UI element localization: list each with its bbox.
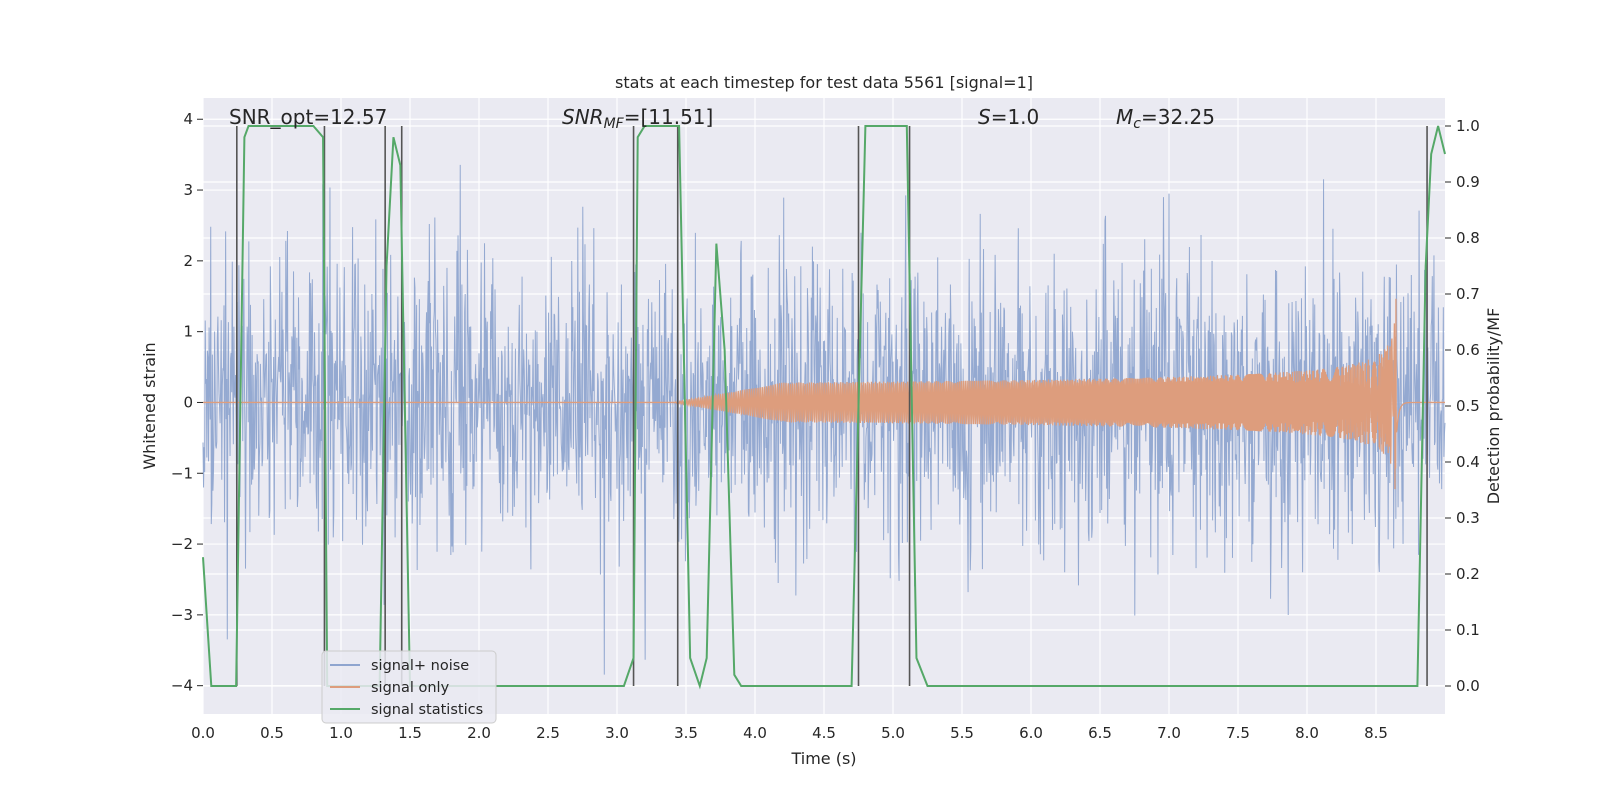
x-tick-label: 7.5 bbox=[1226, 724, 1250, 742]
legend-box bbox=[321, 650, 497, 724]
series-signal-statistics bbox=[202, 125, 1446, 690]
y2-tick-label: 1.0 bbox=[1456, 117, 1480, 135]
y2-tick-label: 0.7 bbox=[1456, 285, 1480, 303]
x-tick-label: 4.0 bbox=[743, 724, 767, 742]
x-tick-label: 8.0 bbox=[1295, 724, 1319, 742]
chirp-line bbox=[203, 298, 1445, 490]
y2-tick-label: 0.1 bbox=[1456, 621, 1480, 639]
snr-mf-value: =[11.51] bbox=[624, 105, 714, 129]
y-tick-label: −3 bbox=[171, 606, 193, 624]
x-tick-label: 1.0 bbox=[329, 724, 353, 742]
y-tick-label: 0 bbox=[183, 393, 193, 411]
y2-tick-label: 0.8 bbox=[1456, 229, 1480, 247]
statistics-line bbox=[202, 125, 1446, 690]
x-tick-label: 4.5 bbox=[812, 724, 836, 742]
legend-label-signal-noise: signal+ noise bbox=[371, 658, 469, 674]
y-axis-ticks: 4 3 2 1 0 −1 −2 −3 −4 bbox=[171, 110, 203, 695]
x-tick-label: 5.0 bbox=[881, 724, 905, 742]
y2-tick-label: 0.3 bbox=[1456, 509, 1480, 527]
legend: signal+ noise signal only signal statist… bbox=[321, 650, 497, 724]
y2-axis-label: Detection probability/MF bbox=[1484, 308, 1503, 505]
annotation-snr-mf: SNRMF=[11.51] bbox=[562, 105, 713, 132]
s-label: S bbox=[978, 105, 991, 129]
x-tick-label: 0.5 bbox=[260, 724, 284, 742]
x-tick-label: 5.5 bbox=[950, 724, 974, 742]
x-axis-label: Time (s) bbox=[790, 749, 856, 768]
y2-tick-label: 0.2 bbox=[1456, 565, 1480, 583]
y-axis-label: Whitened strain bbox=[140, 342, 159, 469]
x-tick-label: 8.5 bbox=[1364, 724, 1388, 742]
snr-mf-label: SNR bbox=[562, 105, 604, 129]
x-tick-label: 6.0 bbox=[1019, 724, 1043, 742]
y2-tick-label: 0.4 bbox=[1456, 453, 1480, 471]
y2-tick-label: 0.9 bbox=[1456, 173, 1480, 191]
y-tick-label: −2 bbox=[171, 535, 193, 553]
annotation-s: S=1.0 bbox=[978, 105, 1039, 129]
legend-label-signal-only: signal only bbox=[371, 680, 450, 696]
y2-tick-label: 0.0 bbox=[1456, 677, 1480, 695]
y2-tick-label: 0.6 bbox=[1456, 341, 1480, 359]
x-tick-label: 2.0 bbox=[467, 724, 491, 742]
y-tick-label: 2 bbox=[183, 252, 193, 270]
x-tick-label: 3.0 bbox=[605, 724, 629, 742]
mc-subscript: c bbox=[1133, 116, 1141, 132]
y2-tick-label: 0.5 bbox=[1456, 397, 1480, 415]
y-tick-label: 1 bbox=[183, 323, 193, 341]
legend-label-signal-statistics: signal statistics bbox=[371, 702, 483, 718]
snr-mf-subscript: MF bbox=[604, 116, 625, 132]
x-tick-label: 7.0 bbox=[1157, 724, 1181, 742]
chart-title: stats at each timestep for test data 556… bbox=[615, 73, 1033, 92]
annotation-mc: Mc=32.25 bbox=[1116, 105, 1215, 132]
y2-axis-ticks: 1.0 0.9 0.8 0.7 0.6 0.5 0.4 0.3 0.2 0.1 0.0 bbox=[1445, 117, 1480, 695]
x-tick-label: 0.0 bbox=[191, 724, 215, 742]
x-tick-label: 3.5 bbox=[674, 724, 698, 742]
annotation-snr-opt: SNR_opt=12.57 bbox=[229, 105, 387, 129]
s-value: =1.0 bbox=[991, 105, 1040, 129]
mc-label: M bbox=[1116, 105, 1133, 129]
series-signal-only bbox=[203, 298, 1445, 490]
x-tick-label: 6.5 bbox=[1088, 724, 1112, 742]
y-tick-label: −1 bbox=[171, 464, 193, 482]
x-tick-label: 1.5 bbox=[398, 724, 422, 742]
x-tick-label: 2.5 bbox=[536, 724, 560, 742]
y-tick-label: 4 bbox=[183, 110, 193, 128]
y-tick-label: −4 bbox=[171, 677, 193, 695]
x-axis-ticks: 0.0 0.5 1.0 1.5 2.0 2.5 3.0 3.5 4.0 4.5 5.0 5.5 6.0 6… bbox=[191, 724, 1388, 742]
y-tick-label: 3 bbox=[183, 181, 193, 199]
mc-value: =32.25 bbox=[1141, 105, 1215, 129]
